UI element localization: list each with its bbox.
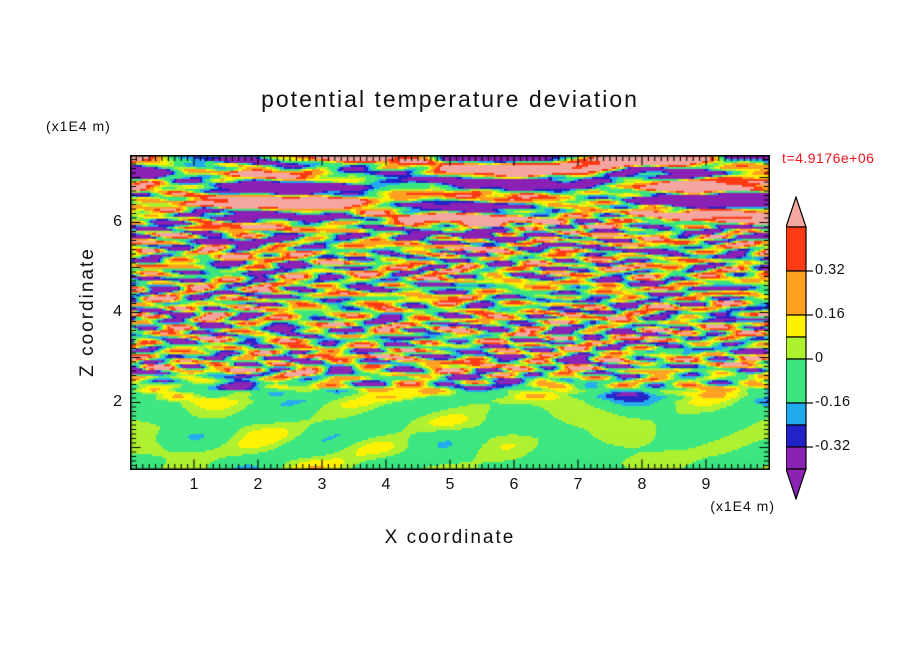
y-axis-title: Z coordinate bbox=[77, 247, 98, 377]
x-tick-label: 9 bbox=[701, 476, 711, 493]
colorbar-segment bbox=[785, 336, 807, 360]
y-tick-label: 4 bbox=[113, 302, 122, 320]
colorbar-label: 0 bbox=[815, 350, 824, 366]
x-tick-label: 5 bbox=[445, 476, 455, 493]
colorbar-segment bbox=[785, 446, 807, 470]
colorbar-segment bbox=[785, 358, 807, 404]
colorbar-segment bbox=[785, 402, 807, 426]
colorbar-label: 0.32 bbox=[815, 262, 846, 278]
x-axis-title: X coordinate bbox=[384, 527, 516, 548]
colorbar-segment bbox=[785, 424, 807, 448]
y-tick-label: 6 bbox=[113, 212, 122, 230]
page-title: potential temperature deviation bbox=[261, 86, 639, 112]
colorbar-label: -0.32 bbox=[815, 438, 851, 454]
colorbar bbox=[785, 195, 814, 505]
x-tick-label: 2 bbox=[253, 476, 263, 493]
colorbar-segment bbox=[785, 270, 807, 316]
colorbar-scale bbox=[785, 195, 813, 501]
colorbar-label: -0.16 bbox=[815, 394, 851, 410]
x-tick-label: 7 bbox=[573, 476, 583, 493]
x-tick-label: 1 bbox=[189, 476, 199, 493]
contour-plot-canvas bbox=[130, 155, 770, 470]
x-tick-label: 4 bbox=[381, 476, 391, 493]
x-tick-label: 8 bbox=[637, 476, 647, 493]
x-tick-label: 3 bbox=[317, 476, 327, 493]
y-axis-units-label: (x1E4 m) bbox=[46, 118, 111, 134]
colorbar-segment bbox=[785, 314, 807, 338]
time-annotation: t=4.9176e+06 bbox=[782, 150, 875, 166]
x-tick-label: 6 bbox=[509, 476, 519, 493]
colorbar-label: 0.16 bbox=[815, 306, 846, 322]
colorbar-segment bbox=[785, 226, 807, 272]
x-axis-units-label: (x1E4 m) bbox=[710, 498, 775, 514]
y-tick-label: 2 bbox=[113, 392, 122, 410]
